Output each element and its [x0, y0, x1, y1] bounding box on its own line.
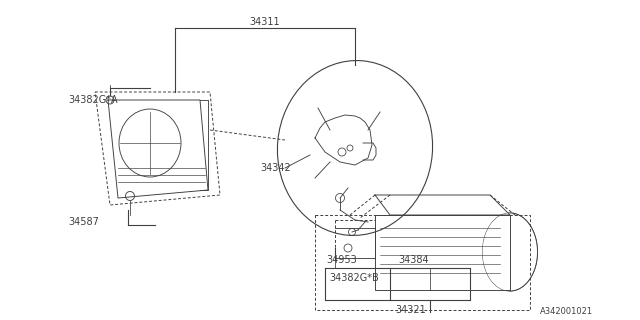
Text: A342001021: A342001021	[540, 308, 593, 316]
Text: 34587: 34587	[68, 217, 99, 227]
Text: 34342: 34342	[260, 163, 291, 173]
Text: 34311: 34311	[249, 17, 280, 27]
Text: 34321: 34321	[395, 305, 426, 315]
Text: 34382G*B: 34382G*B	[329, 273, 379, 283]
Ellipse shape	[483, 213, 538, 291]
Text: 34953: 34953	[326, 255, 356, 265]
Text: 34384: 34384	[398, 255, 429, 265]
Text: 34382G*A: 34382G*A	[68, 95, 118, 105]
